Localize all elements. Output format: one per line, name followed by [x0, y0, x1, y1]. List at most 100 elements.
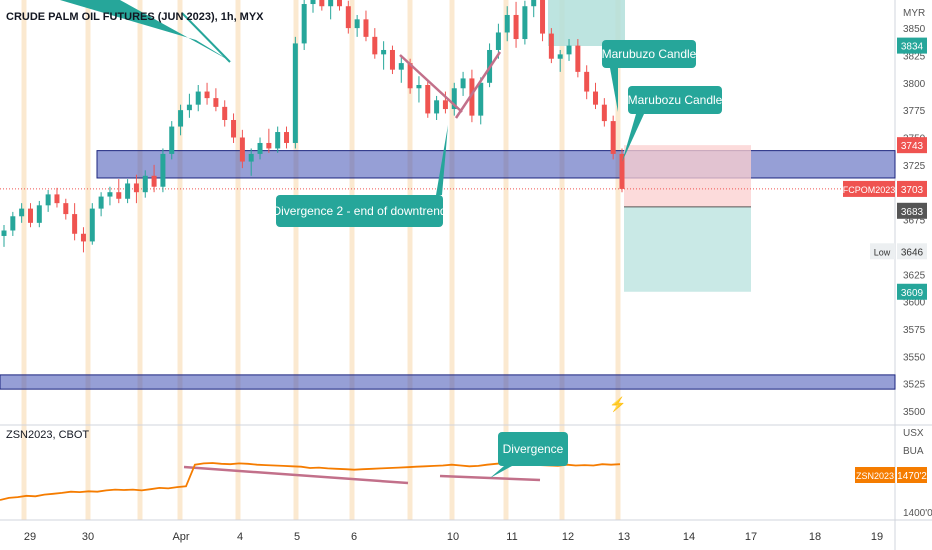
candle-body	[451, 88, 457, 110]
candle-body	[10, 216, 16, 231]
candle-body	[460, 78, 466, 89]
candle-body	[142, 175, 148, 193]
sub-unit: BUA	[903, 446, 924, 457]
time-tick: 14	[683, 531, 695, 543]
price-tick: 3725	[903, 161, 926, 172]
marubuzo-callout-label: Marubuzo Candle	[602, 47, 697, 61]
time-tick: 30	[82, 531, 94, 543]
candle-body	[72, 214, 78, 234]
candle-body	[328, 0, 334, 7]
candle-body	[257, 142, 263, 154]
candle-body	[310, 0, 316, 5]
annotation-callouts[interactable]: Marubuzo Candle Marubozu Candle Divergence…	[60, 0, 723, 478]
lightning-icon[interactable]: ⚡	[609, 396, 626, 413]
overlay-divergence-line	[183, 465, 409, 485]
time-tick: 12	[562, 531, 574, 543]
candle-body	[45, 194, 51, 206]
candle-body	[125, 183, 131, 199]
sub-symbol-bg	[855, 467, 895, 483]
candle-body	[610, 121, 616, 154]
candle-body	[63, 203, 69, 215]
stop-loss-area	[624, 145, 751, 207]
candle-body	[195, 91, 201, 105]
time-tick: 29	[24, 531, 36, 543]
candle-body	[284, 132, 290, 143]
symbol-tag-bg	[843, 180, 895, 197]
sub-tick: 1400'0	[903, 508, 932, 519]
candle-body	[548, 33, 554, 59]
candle-body	[27, 208, 33, 223]
price-label: 3646	[901, 247, 924, 258]
candle-body	[584, 71, 590, 92]
marubuzo-callout-box	[602, 40, 696, 68]
candle-body	[213, 98, 219, 107]
position-tool[interactable]	[0, 0, 895, 292]
price-label-bg	[897, 37, 927, 54]
price-tick: 3575	[903, 325, 926, 336]
candle-body	[133, 183, 139, 193]
candle-body	[363, 19, 369, 37]
divergence-callout-label: Divergence	[503, 442, 564, 456]
sub-value-bg	[897, 467, 927, 483]
time-tick: 18	[809, 531, 821, 543]
candle-body	[345, 6, 351, 29]
candle-body	[301, 4, 307, 44]
price-tick: 3850	[903, 24, 926, 35]
marubozu-callout-box	[628, 86, 722, 114]
time-tick: 10	[447, 531, 459, 543]
price-tick: 3525	[903, 380, 926, 391]
time-tick: 19	[871, 531, 883, 543]
price-tick: 3500	[903, 407, 926, 418]
price-label: 3834	[901, 42, 924, 53]
candle-body	[531, 0, 537, 7]
low-tag: Low	[874, 247, 891, 257]
candle-body	[513, 14, 519, 40]
candle-body	[407, 63, 413, 89]
candle-body	[248, 153, 254, 162]
time-tick: 11	[506, 531, 517, 543]
candle-body	[389, 49, 395, 70]
price-axis[interactable]: MYR3850382538003775375037253700367536503…	[843, 8, 927, 418]
price-tick: 3800	[903, 79, 926, 90]
time-axis[interactable]: 29 30 Apr 4 5 6 10 11 12 13 14 17 18 19	[24, 531, 883, 543]
price-label-bg	[897, 202, 927, 219]
candle-body	[398, 63, 404, 70]
low-tag-bg	[870, 243, 895, 260]
candle-body	[504, 14, 510, 33]
candle-body	[107, 192, 113, 197]
price-label-bg	[897, 243, 927, 260]
candle-body	[557, 54, 563, 59]
price-tick: 3625	[903, 270, 926, 281]
candle-body	[593, 91, 599, 105]
divergence2-callout-label: Divergence 2 - end of downtrend	[272, 204, 446, 218]
divergence2-callout-box	[276, 195, 443, 227]
price-tick: 3600	[903, 298, 926, 309]
candle-body	[151, 175, 157, 187]
candle-body	[478, 82, 484, 116]
time-tick: 4	[237, 531, 243, 543]
candle-body	[266, 142, 272, 149]
price-label: 3683	[901, 207, 924, 218]
price-label-bg	[897, 180, 927, 197]
divergence-callout-box	[498, 432, 568, 466]
price-label: 3609	[901, 288, 924, 299]
price-tick: 3825	[903, 51, 926, 62]
candle-body	[89, 208, 95, 242]
candle-body	[566, 45, 572, 55]
candle-body	[416, 84, 422, 89]
candle-body	[160, 153, 166, 187]
zsn-overlay-series	[0, 461, 621, 501]
take-profit-area	[624, 206, 751, 292]
candle-body	[522, 6, 528, 40]
price-tick: 3675	[903, 216, 926, 227]
candle-body	[434, 100, 440, 114]
candle-body	[540, 0, 546, 34]
price-label-bg	[897, 283, 927, 300]
price-tick: 3550	[903, 352, 926, 363]
sub-currency: USX	[903, 428, 924, 439]
time-tick: 5	[294, 531, 300, 543]
marubuzo-callout-pointer	[610, 68, 618, 112]
